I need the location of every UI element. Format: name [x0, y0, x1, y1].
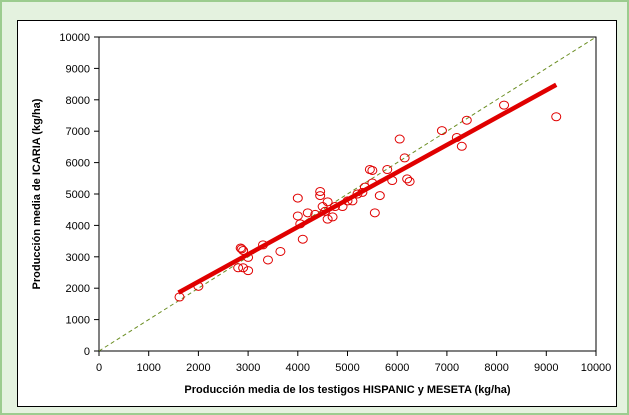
data-point — [394, 134, 405, 144]
x-tick-label: 4000 — [286, 362, 310, 374]
x-tick-label: 8000 — [484, 362, 508, 374]
data-point — [193, 281, 204, 291]
point-layer — [174, 100, 562, 302]
y-tick-label: 0 — [84, 346, 90, 358]
data-point — [451, 132, 462, 142]
data-point — [499, 100, 510, 110]
data-point — [352, 189, 363, 199]
y-tick-label: 1000 — [66, 315, 90, 327]
data-point — [327, 212, 338, 222]
data-point — [399, 153, 410, 163]
regression-line — [177, 82, 558, 295]
data-point — [236, 244, 247, 254]
data-point — [302, 208, 313, 218]
data-point — [322, 214, 333, 224]
data-point — [404, 176, 415, 186]
y-axis-title: Producción media de ICARIA (kg/ha) — [31, 98, 43, 289]
y-tick-label: 5000 — [66, 189, 90, 201]
data-point — [359, 182, 370, 192]
data-point — [315, 186, 326, 196]
data-point — [357, 187, 368, 197]
x-tick-label: 6000 — [385, 362, 409, 374]
y-tick-label: 4000 — [66, 220, 90, 232]
data-point — [243, 252, 254, 262]
data-point — [315, 191, 326, 201]
reference-line-layer — [98, 36, 597, 352]
x-tick-label: 0 — [96, 362, 102, 374]
y-tick-label: 3000 — [66, 252, 90, 264]
x-tick-label: 5000 — [335, 362, 359, 374]
data-point — [374, 191, 385, 201]
x-axis-title: Producción media de los testigos HISPANI… — [184, 384, 511, 396]
y-tick-label: 9000 — [66, 63, 90, 75]
data-point — [367, 165, 378, 175]
x-tick-label: 7000 — [435, 362, 459, 374]
regression-line-layer — [177, 82, 558, 295]
data-point — [292, 211, 303, 221]
x-tick-label: 9000 — [534, 362, 558, 374]
x-tick-label: 10000 — [581, 362, 612, 374]
y-tick-label: 7000 — [66, 126, 90, 138]
data-point — [402, 174, 413, 184]
data-point — [337, 202, 348, 212]
data-point — [436, 126, 447, 136]
data-point — [367, 178, 378, 188]
data-point — [369, 208, 380, 218]
data-point — [174, 292, 185, 302]
data-point — [295, 219, 306, 229]
data-point — [243, 266, 254, 276]
data-point — [461, 115, 472, 125]
data-point — [238, 263, 249, 273]
chart-panel: 0 1000 2000 3000 4000 5000 6000 7000 8000 9000 100… — [17, 20, 617, 407]
data-point — [387, 175, 398, 185]
y-tick-label: 2000 — [66, 283, 90, 295]
reference-line — [98, 36, 597, 352]
y-tick-label: 6000 — [66, 158, 90, 170]
y-tick-label: 10000 — [59, 32, 90, 44]
data-point — [238, 246, 249, 256]
data-point — [258, 240, 269, 250]
data-point — [551, 112, 562, 122]
x-tick-label: 2000 — [186, 362, 210, 374]
data-point — [330, 202, 341, 212]
data-point — [235, 243, 246, 253]
x-tick-label: 3000 — [236, 362, 260, 374]
data-point — [342, 196, 353, 206]
scatter-chart: 0 1000 2000 3000 4000 5000 6000 7000 8000 9000 100… — [31, 32, 611, 396]
y-tick-label: 8000 — [66, 95, 90, 107]
data-point — [275, 246, 286, 256]
data-point — [456, 141, 467, 151]
x-axis: 0 1000 2000 3000 4000 5000 6000 7000 8000 9000 100… — [96, 351, 611, 374]
data-point — [292, 193, 303, 203]
data-point — [322, 197, 333, 207]
data-point — [310, 209, 321, 219]
data-point — [382, 165, 393, 175]
data-point — [317, 202, 328, 212]
data-point — [347, 196, 358, 206]
data-point — [233, 263, 244, 273]
data-point — [297, 234, 308, 244]
x-tick-label: 1000 — [136, 362, 160, 374]
y-axis: 0 1000 2000 3000 4000 5000 6000 7000 8000 9000 100… — [59, 32, 99, 358]
data-point — [262, 255, 273, 265]
